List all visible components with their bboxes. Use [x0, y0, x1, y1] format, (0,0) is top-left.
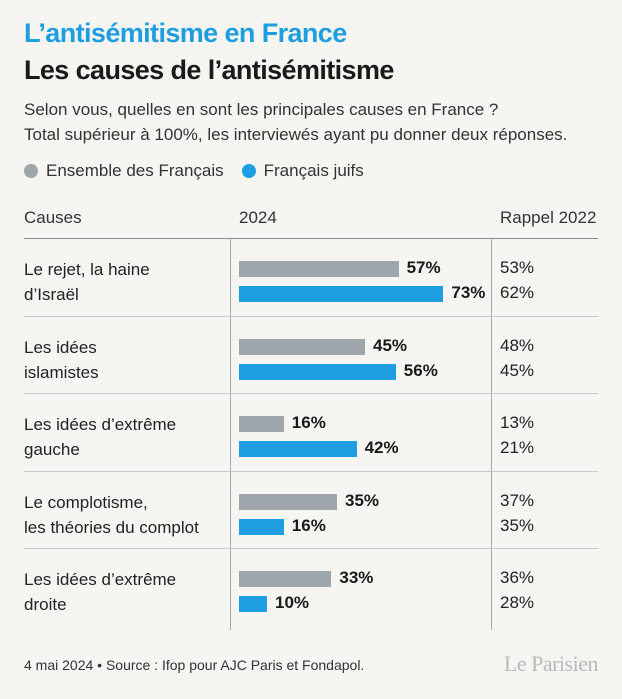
bar-juifs-4: [239, 596, 267, 612]
legend-item-ensemble: Ensemble des Français: [24, 161, 224, 181]
recall-2022-juifs-3: 35%: [500, 515, 535, 535]
row-divider: [24, 470, 598, 472]
cause-label-line: Le rejet, la haine: [24, 260, 150, 279]
cause-label-line: islamistes: [24, 362, 99, 382]
header-divider: [24, 238, 598, 239]
source-note: 4 mai 2024 • Source : Ifop pour AJC Pari…: [24, 657, 365, 673]
legend-swatch-ensemble: [24, 164, 38, 178]
cause-label-0: Le rejet, la haine d’Israël: [24, 257, 224, 307]
recall-2022-ensemble-3: 37%: [500, 490, 535, 510]
value-label-ensemble-0: 57%: [406, 258, 441, 277]
bar-ensemble-4: [239, 571, 332, 587]
recall-2022-juifs-1: 45%: [500, 360, 535, 380]
legend-label-ensemble: Ensemble des Français: [46, 161, 224, 180]
recall-2022-ensemble-4: 36%: [500, 568, 535, 587]
recall-2022-ensemble-2: 13%: [500, 413, 535, 432]
column-divider-causes: [230, 238, 231, 630]
legend-item-juifs: Français juifs: [241, 161, 364, 181]
legend-swatch-juifs: [241, 164, 256, 178]
cause-label-line: les théories du complot: [24, 517, 199, 537]
value-label-juifs-4: 10%: [275, 593, 310, 612]
chart-subtitle: Selon vous, quelles en sont les principa…: [24, 97, 567, 147]
publisher-logo: Le Parisien: [503, 651, 599, 676]
column-header-causes: Causes: [24, 208, 82, 227]
recall-2022-ensemble-1: 48%: [500, 335, 535, 355]
bar-ensemble-0: [239, 261, 399, 277]
cause-label-4: Les idées d’extrême droite: [24, 567, 224, 617]
subtitle-line-1: Selon vous, quelles en sont les principa…: [24, 100, 499, 119]
cause-label-2: Les idées d’extrême gauche: [24, 412, 224, 462]
cause-label-line: Le complotisme,: [24, 492, 148, 512]
column-header-recall: Rappel 2022: [500, 208, 597, 227]
bar-ensemble-1: [239, 338, 365, 355]
cause-label-3: Le complotisme, les théories du complot: [24, 490, 224, 540]
cause-label-line: Les idées d’extrême: [24, 415, 177, 434]
bar-ensemble-3: [239, 493, 337, 510]
value-label-ensemble-2: 16%: [291, 413, 326, 432]
value-label-ensemble-4: 33%: [339, 568, 374, 587]
recall-2022-ensemble-0: 53%: [500, 258, 535, 277]
bar-juifs-0: [239, 286, 444, 302]
value-label-juifs-3: 16%: [291, 515, 326, 535]
legend: Ensemble des Français Français juifs: [24, 161, 382, 181]
subtitle-line-2: Total supérieur à 100%, les interviewés …: [24, 125, 568, 144]
row-divider: [24, 315, 598, 317]
column-header-2024: 2024: [239, 208, 277, 227]
value-label-ensemble-1: 45%: [373, 335, 408, 355]
recall-2022-juifs-2: 21%: [500, 438, 535, 457]
bar-juifs-2: [239, 441, 357, 457]
row-divider: [24, 393, 598, 394]
recall-2022-juifs-4: 28%: [500, 593, 535, 612]
cause-label-line: gauche: [24, 440, 80, 459]
legend-label-juifs: Français juifs: [263, 161, 364, 180]
cause-label-line: Les idées: [24, 337, 97, 357]
value-label-juifs-0: 73%: [451, 283, 486, 302]
value-label-juifs-2: 42%: [364, 438, 399, 457]
bar-ensemble-2: [239, 416, 284, 432]
bar-juifs-3: [239, 518, 284, 535]
value-label-ensemble-3: 35%: [345, 490, 380, 510]
recall-2022-juifs-0: 62%: [500, 283, 535, 302]
cause-label-line: Les idées d’extrême: [24, 570, 177, 589]
cause-label-1: Les idées islamistes: [24, 335, 224, 385]
chart-kicker: L’antisémitisme en France: [24, 18, 347, 48]
bar-juifs-1: [239, 363, 396, 380]
row-divider: [24, 548, 598, 549]
chart-title: Les causes de l’antisémitisme: [24, 55, 394, 85]
value-label-juifs-1: 56%: [403, 360, 438, 380]
column-divider-recall: [491, 238, 492, 630]
cause-label-line: d’Israël: [24, 285, 79, 304]
cause-label-line: droite: [24, 595, 67, 614]
